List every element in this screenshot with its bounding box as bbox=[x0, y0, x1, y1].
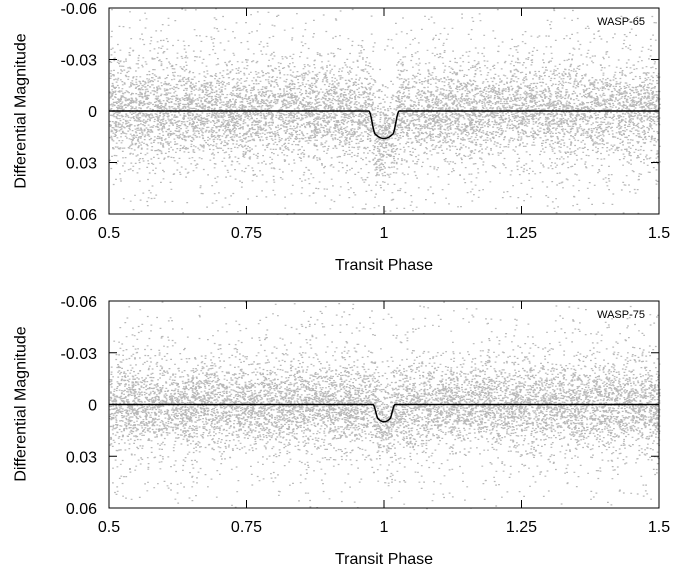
y-tick-label: -0.03 bbox=[61, 346, 98, 363]
y-tick-label: 0 bbox=[88, 398, 97, 415]
y-tick-label: 0.06 bbox=[66, 207, 97, 224]
y-tick-label: 0.03 bbox=[66, 156, 97, 173]
y-tick-label: 0.03 bbox=[66, 449, 97, 466]
x-tick-label: 1.25 bbox=[506, 519, 537, 536]
x-tick-label: 1 bbox=[380, 225, 389, 242]
transit-model-line bbox=[109, 110, 659, 140]
transit-model-line bbox=[109, 403, 659, 423]
y-tick-label: 0.06 bbox=[66, 501, 97, 518]
chart-panel-wasp-75: 0.5 0.75 1 1.25 1.5 -0.06 -0.03 0 0.03 0.06 WASP-… bbox=[13, 294, 671, 568]
data-points bbox=[109, 301, 661, 510]
panel-label: WASP-75 bbox=[597, 309, 645, 321]
x-axis-title: Transit Phase bbox=[335, 551, 433, 568]
x-tick-label: 1.5 bbox=[648, 225, 670, 242]
y-tick-label: -0.03 bbox=[61, 53, 98, 70]
y-tick-label: -0.06 bbox=[61, 294, 98, 311]
x-tick-label: 0.5 bbox=[98, 519, 120, 536]
x-axis-title: Transit Phase bbox=[335, 257, 433, 274]
data-points bbox=[109, 8, 661, 216]
x-tick-label: 0.75 bbox=[231, 519, 262, 536]
axis-ticks: 0.5 0.75 1 1.25 1.5 -0.06 -0.03 0 0.03 0.06 bbox=[61, 294, 671, 536]
scatter-points bbox=[109, 8, 661, 216]
x-tick-label: 0.5 bbox=[98, 225, 120, 242]
y-axis-title: Differential Magnitude bbox=[13, 33, 30, 188]
y-tick-label: 0 bbox=[88, 104, 97, 121]
x-tick-label: 1.25 bbox=[506, 225, 537, 242]
chart-panel-wasp-65: 0.5 0.75 1 1.25 1.5 -0.06 -0.03 0 0.03 0.06 WASP-… bbox=[13, 1, 671, 274]
x-tick-label: 1 bbox=[380, 519, 389, 536]
panel-label: WASP-65 bbox=[597, 16, 645, 28]
x-tick-label: 1.5 bbox=[648, 519, 670, 536]
scatter-points bbox=[109, 301, 661, 510]
y-axis-title: Differential Magnitude bbox=[13, 326, 30, 481]
y-tick-label: -0.06 bbox=[61, 1, 98, 18]
axis-ticks: 0.5 0.75 1 1.25 1.5 -0.06 -0.03 0 0.03 0.06 bbox=[61, 1, 671, 242]
x-tick-label: 0.75 bbox=[231, 225, 262, 242]
